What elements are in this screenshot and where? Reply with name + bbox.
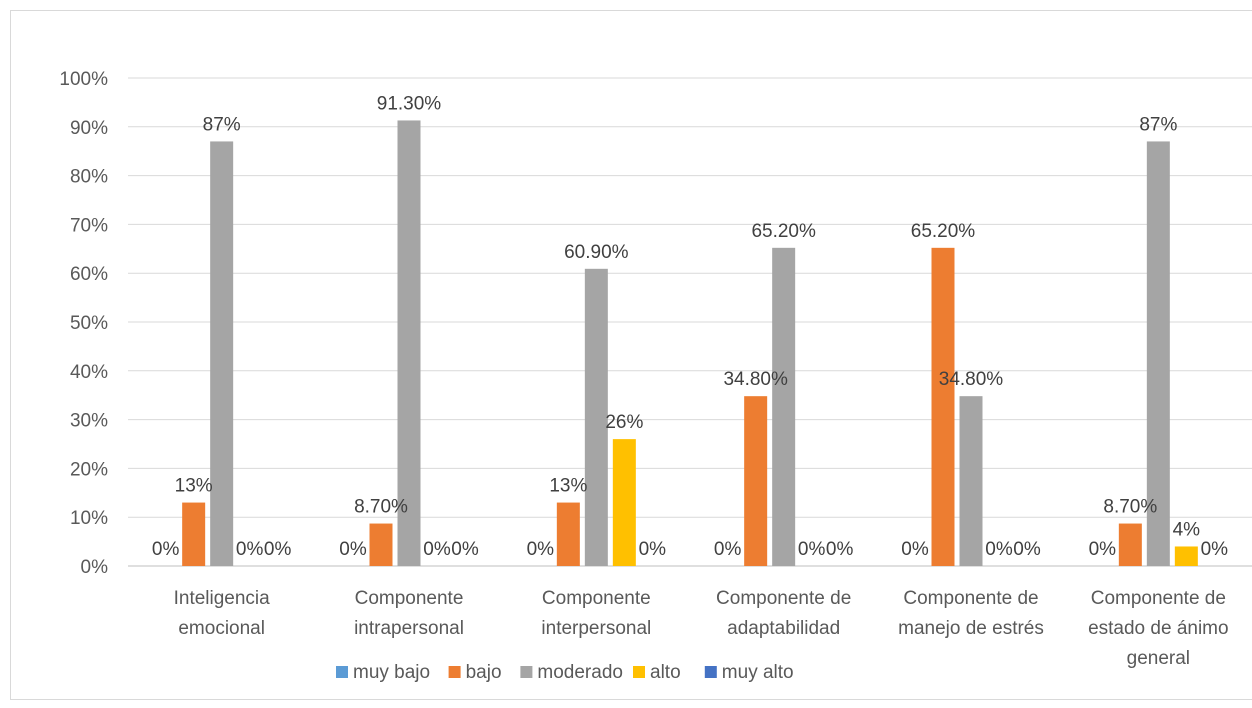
y-tick-label: 40% <box>70 362 108 383</box>
x-category-label-line: intrapersonal <box>354 618 464 639</box>
data-label: 0% <box>451 539 479 560</box>
data-label: 60.90% <box>564 242 629 263</box>
bar-bajo <box>369 523 393 566</box>
x-category-label-line: manejo de estrés <box>898 618 1044 639</box>
x-category-label: Inteligencia emocional <box>174 588 271 639</box>
bar-bajo <box>182 502 206 566</box>
x-category-label-line: emocional <box>178 618 265 639</box>
legend-swatch-moderado <box>520 666 533 678</box>
legend-swatch-alto <box>633 666 645 678</box>
data-label: 34.80% <box>939 369 1004 390</box>
data-label: 91.30% <box>377 93 442 114</box>
x-category-label-line: estado de ánimo <box>1088 618 1229 639</box>
data-label: 87% <box>203 114 241 135</box>
x-category-label: Componente interpersonal <box>541 588 651 639</box>
legend-swatch-bajo <box>448 666 461 678</box>
data-label: 0% <box>423 539 451 560</box>
bar-moderado <box>959 396 983 566</box>
y-tick-label: 100% <box>59 69 108 90</box>
data-label: 4% <box>1173 519 1201 540</box>
x-category-label-line: Componente de <box>716 588 851 609</box>
x-category-label: Componente de estado de ánimo general <box>1088 588 1229 669</box>
x-category-label-line: Componente <box>355 588 464 609</box>
data-label: 26% <box>605 412 643 433</box>
x-category-label-line: Componente de <box>903 588 1038 609</box>
bar-bajo <box>556 502 580 566</box>
data-label: 87% <box>1139 114 1177 135</box>
y-axis: 0% 10% 20% 30% 40% 50% 60% 70% 80% 90% 100% <box>59 69 108 578</box>
data-label: 0% <box>1089 539 1117 560</box>
bar-alto <box>1174 546 1198 566</box>
x-category-label-line: general <box>1127 648 1190 669</box>
y-tick-label: 70% <box>70 215 108 236</box>
y-tick-label: 10% <box>70 508 108 529</box>
bar-moderado <box>210 141 234 566</box>
bar-moderado <box>1146 141 1170 566</box>
bar-moderado <box>584 268 608 566</box>
legend-label: moderado <box>537 662 623 683</box>
data-label: 0% <box>901 539 929 560</box>
bar-moderado <box>397 120 421 567</box>
data-label: 65.20% <box>911 221 976 242</box>
y-tick-label: 30% <box>70 411 108 432</box>
x-category-label-line: Componente de <box>1091 588 1226 609</box>
data-label: 0% <box>339 539 367 560</box>
legend-label: alto <box>650 662 681 683</box>
bar-alto <box>612 439 636 566</box>
y-tick-label: 90% <box>70 118 108 139</box>
data-label: 0% <box>527 539 555 560</box>
y-tick-label: 20% <box>70 459 108 480</box>
data-label: 0% <box>1201 539 1229 560</box>
bar-moderado <box>772 247 796 566</box>
legend-label: muy bajo <box>353 662 430 683</box>
legend: muy bajo bajo moderado alto muy alto <box>336 662 794 683</box>
bar-bajo <box>1118 523 1142 566</box>
x-category-label-line: Componente <box>542 588 651 609</box>
x-category-label: Componente de adaptabilidad <box>716 588 851 639</box>
y-tick-label: 60% <box>70 264 108 285</box>
x-category-label-line: interpersonal <box>541 618 651 639</box>
x-category-label-line: Inteligencia <box>174 588 271 609</box>
legend-swatch-muy-bajo <box>336 666 348 678</box>
y-tick-label: 0% <box>81 557 109 578</box>
x-category-label-line: adaptabilidad <box>727 618 840 639</box>
x-category-label: Componente intrapersonal <box>354 588 464 639</box>
bar-bajo <box>931 247 955 566</box>
x-axis: Inteligencia emocional Componente intrapers… <box>174 588 1229 669</box>
legend-swatch-muy-alto <box>704 666 717 678</box>
data-label: 34.80% <box>723 369 788 390</box>
data-label: 13% <box>175 476 213 497</box>
data-label: 0% <box>714 539 742 560</box>
bar-bajo <box>744 396 768 566</box>
legend-items: muy bajo bajo moderado alto muy alto <box>336 662 794 683</box>
data-label: 0% <box>826 539 854 560</box>
chart-frame <box>10 10 1252 700</box>
gridlines <box>128 77 1252 567</box>
bars <box>182 120 1198 567</box>
x-category-label: Componente de manejo de estrés <box>898 588 1044 639</box>
data-label: 8.70% <box>1103 497 1157 518</box>
y-tick-label: 80% <box>70 167 108 188</box>
data-label: 0% <box>152 539 180 560</box>
data-label: 0% <box>1013 539 1041 560</box>
y-tick-label: 50% <box>70 313 108 334</box>
data-label: 13% <box>549 476 587 497</box>
data-label: 0% <box>639 539 667 560</box>
legend-label: bajo <box>466 662 502 683</box>
data-label: 0% <box>264 539 292 560</box>
data-label: 0% <box>985 539 1013 560</box>
data-label: 0% <box>798 539 826 560</box>
data-labels: 0%13%87%0% 0% 0%8.70%91.30%0% 0% 0%13%60.90%… <box>152 93 1228 560</box>
legend-label: muy alto <box>722 662 794 683</box>
data-label: 0% <box>236 539 264 560</box>
data-label: 65.20% <box>751 221 816 242</box>
data-label: 8.70% <box>354 497 408 518</box>
